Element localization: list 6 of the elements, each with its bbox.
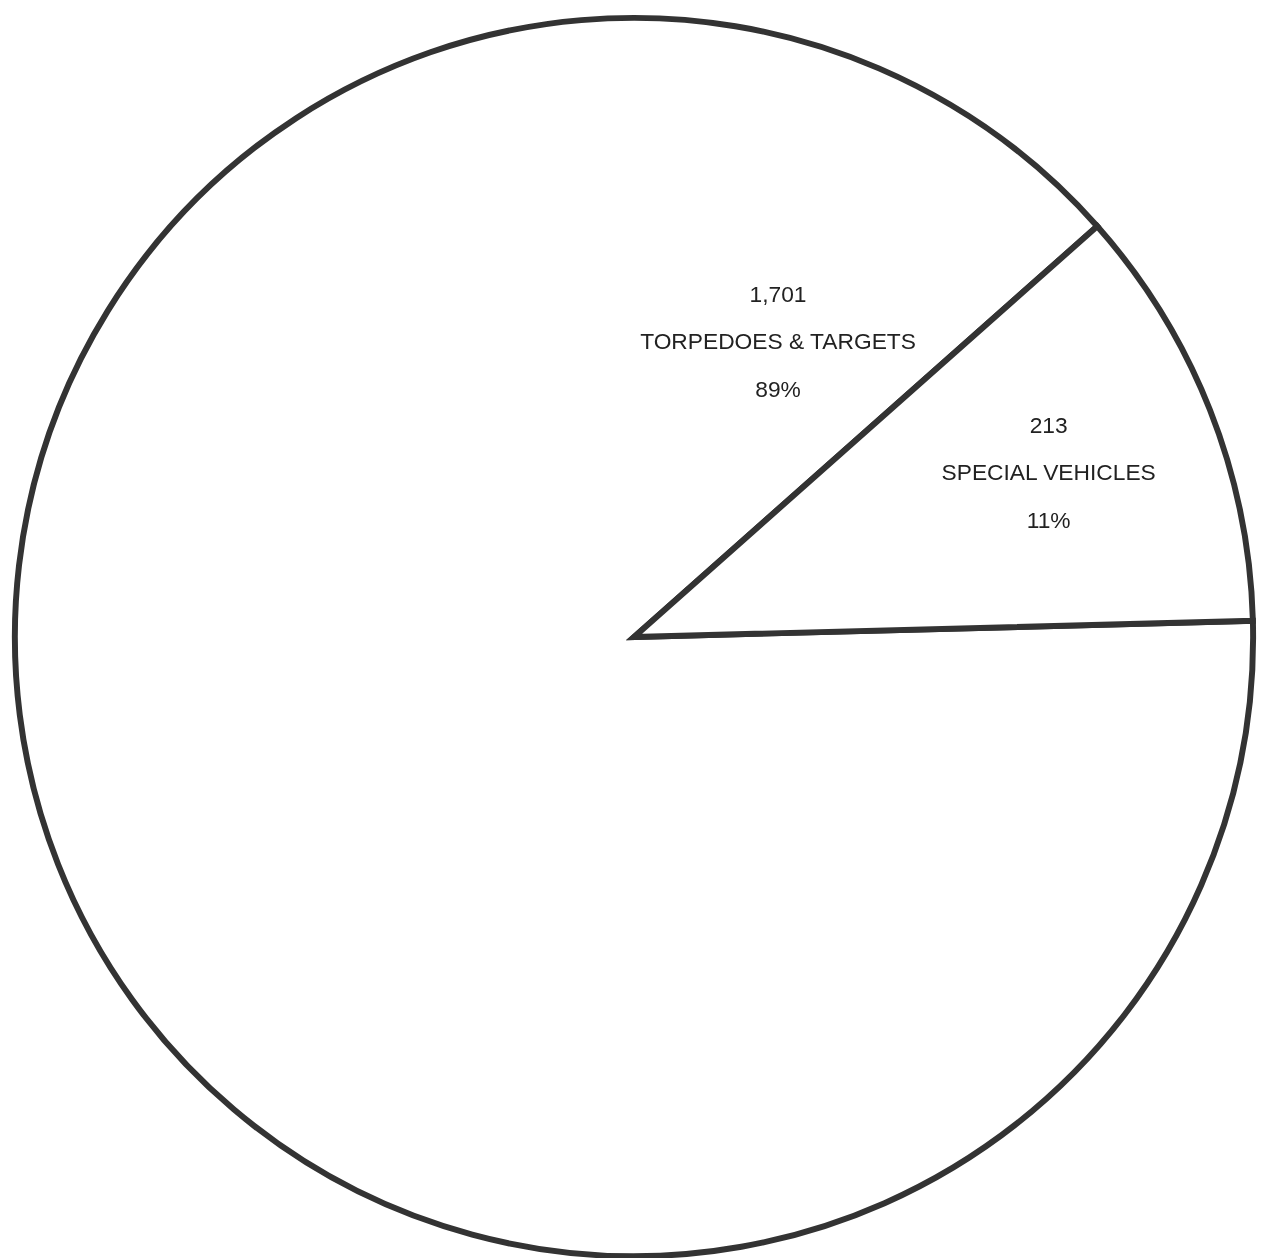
slice-label: TORPEDOES & TARGETS (640, 328, 916, 355)
text: 89% (755, 375, 801, 402)
data-label: 1,701 (749, 280, 807, 307)
text: 11% (1026, 506, 1071, 533)
slice-label: SPECIAL VEHICLES (941, 459, 1156, 486)
data-label: 213 (1029, 411, 1068, 438)
